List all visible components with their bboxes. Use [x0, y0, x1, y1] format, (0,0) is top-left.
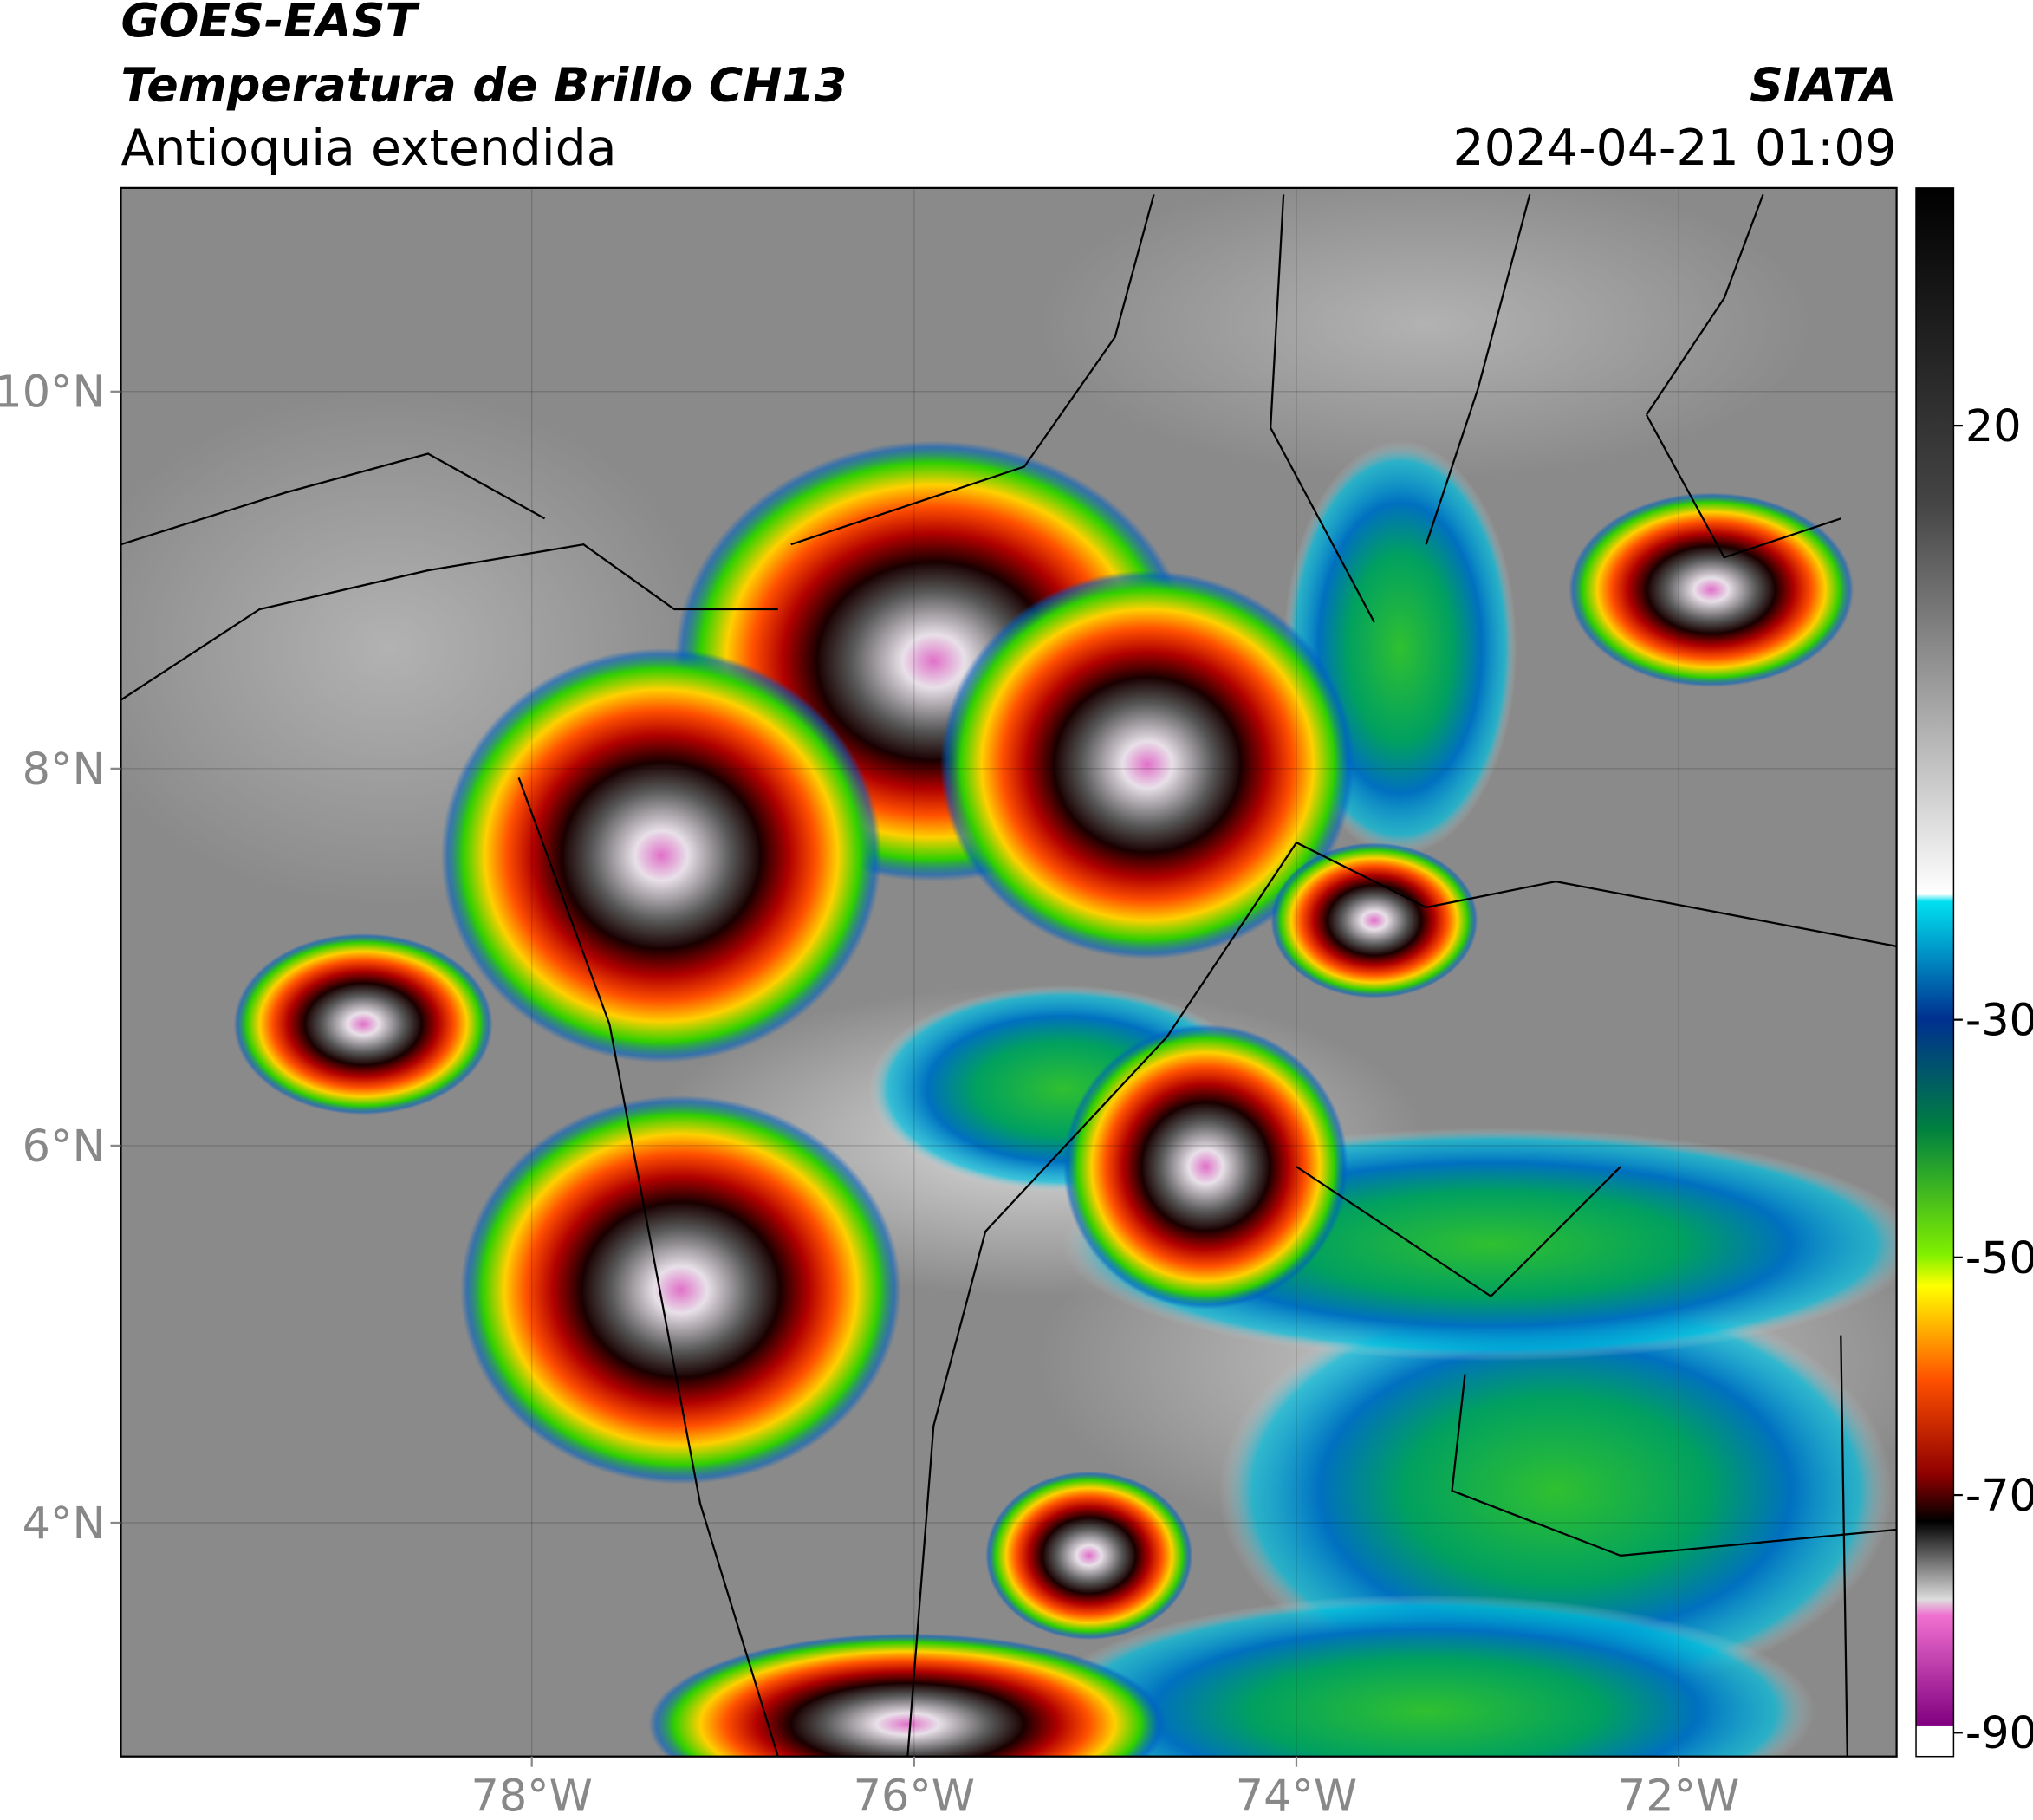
lat-tick-label: 8°N [23, 744, 106, 795]
colorbar-tick-label: -30 [1965, 995, 2033, 1046]
lat-tick-label: 4°N [23, 1498, 106, 1549]
colorbar-tick-label: -70 [1965, 1470, 2033, 1521]
colorbar [1915, 187, 1955, 1758]
map-frame [120, 186, 1898, 1758]
colorbar-tick-label: 20 [1965, 400, 2022, 452]
lon-tick-label: 72°W [1618, 1771, 1739, 1820]
product: Temperatura de Brillo CH13 [120, 58, 847, 113]
lon-tick-label: 74°W [1236, 1771, 1357, 1820]
lat-tick-label: 6°N [23, 1121, 106, 1172]
colorbar-tick-label: -50 [1965, 1232, 2033, 1284]
region: Antioquia extendida [120, 120, 616, 177]
colorbar-tick-label: -90 [1965, 1707, 2033, 1758]
satellite: GOES-EAST [120, 0, 420, 48]
lon-tick-label: 76°W [854, 1771, 975, 1820]
lon-tick-label: 78°W [471, 1771, 592, 1820]
datetime: 2024-04-21 01:09 [1453, 120, 1897, 177]
map [120, 187, 1897, 1757]
source: SIATA [1750, 58, 1897, 113]
lat-tick-label: 10°N [0, 367, 106, 418]
